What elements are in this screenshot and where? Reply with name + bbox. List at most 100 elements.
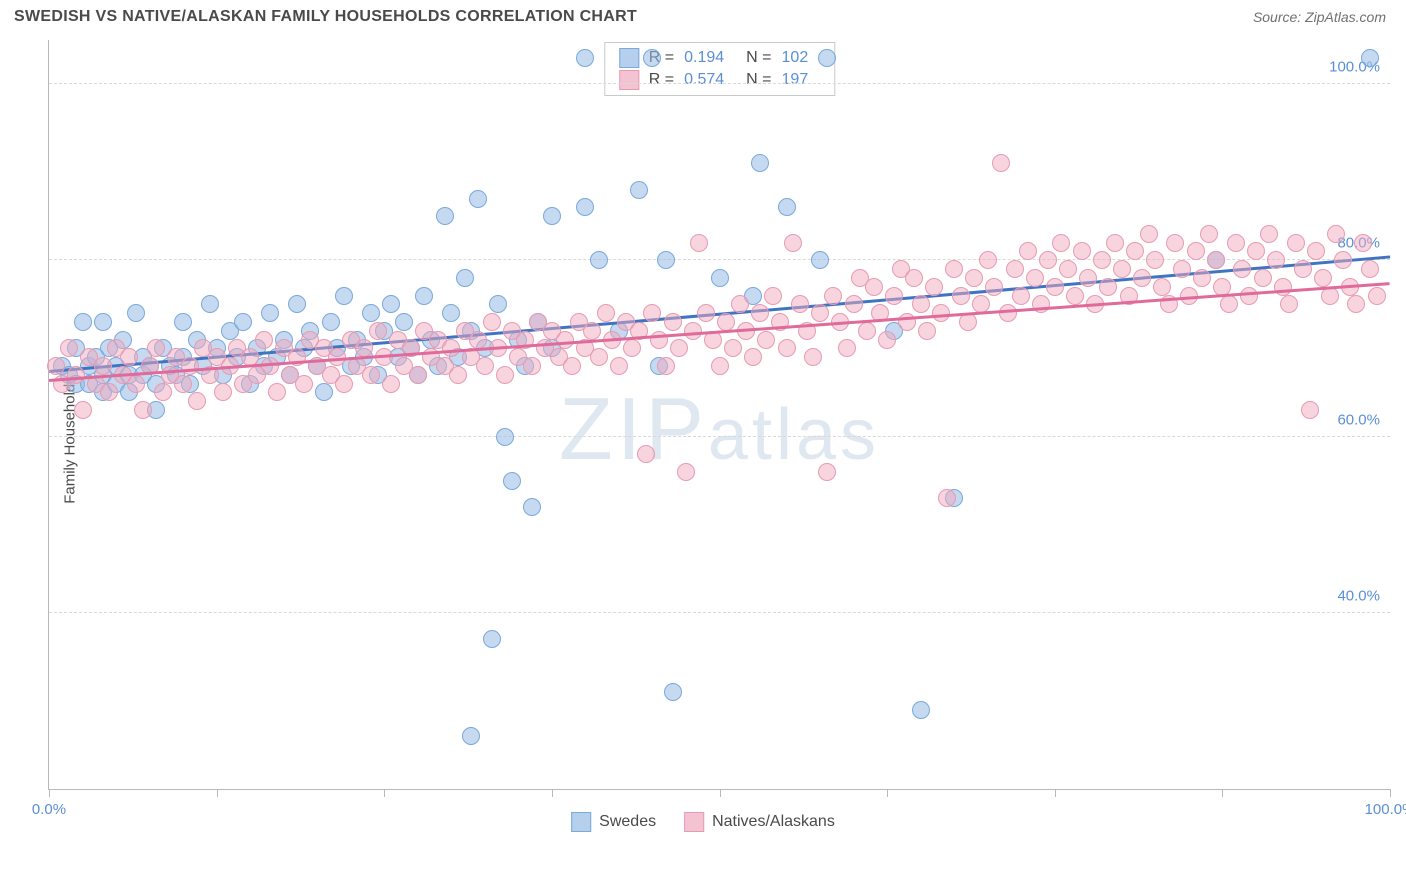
data-point — [576, 198, 594, 216]
data-point — [865, 278, 883, 296]
data-point — [1126, 242, 1144, 260]
x-tick-label: 0.0% — [32, 801, 66, 818]
data-point — [1280, 295, 1298, 313]
data-point — [824, 287, 842, 305]
y-tick-label: 60.0% — [1337, 411, 1380, 428]
x-tick — [1222, 789, 1223, 797]
data-point — [335, 375, 353, 393]
data-point — [496, 366, 514, 384]
data-point — [74, 401, 92, 419]
data-point — [442, 304, 460, 322]
data-point — [724, 339, 742, 357]
data-point — [630, 181, 648, 199]
data-point — [811, 304, 829, 322]
data-point — [1146, 251, 1164, 269]
data-point — [643, 49, 661, 67]
n-value-natives: 197 — [782, 71, 809, 89]
data-point — [657, 251, 675, 269]
x-tick — [887, 789, 888, 797]
swatch-blue-icon — [571, 812, 591, 832]
data-point — [711, 269, 729, 287]
data-point — [1247, 242, 1265, 260]
data-point — [778, 339, 796, 357]
data-point — [483, 630, 501, 648]
data-point — [744, 348, 762, 366]
data-point — [60, 339, 78, 357]
data-point — [757, 331, 775, 349]
data-point — [838, 339, 856, 357]
data-point — [382, 295, 400, 313]
data-point — [751, 304, 769, 322]
data-point — [1153, 278, 1171, 296]
data-point — [1166, 234, 1184, 252]
data-point — [1354, 234, 1372, 252]
data-point — [362, 304, 380, 322]
data-point — [764, 287, 782, 305]
plot-region: ZIPatlas R = 0.194 N = 102 R = 0.574 N =… — [48, 40, 1390, 790]
data-point — [436, 207, 454, 225]
data-point — [597, 304, 615, 322]
data-point — [94, 313, 112, 331]
data-point — [664, 313, 682, 331]
data-point — [523, 357, 541, 375]
data-point — [489, 295, 507, 313]
data-point — [650, 331, 668, 349]
data-point — [684, 322, 702, 340]
data-point — [1039, 251, 1057, 269]
data-point — [623, 339, 641, 357]
data-point — [1106, 234, 1124, 252]
series-legend: Swedes Natives/Alaskans — [571, 812, 835, 832]
data-point — [804, 348, 822, 366]
chart-source: Source: ZipAtlas.com — [1253, 9, 1386, 25]
legend-label-natives: Natives/Alaskans — [712, 813, 835, 831]
data-point — [1006, 260, 1024, 278]
data-point — [818, 463, 836, 481]
data-point — [255, 331, 273, 349]
data-point — [1032, 295, 1050, 313]
data-point — [1073, 242, 1091, 260]
x-tick — [217, 789, 218, 797]
data-point — [1240, 287, 1258, 305]
data-point — [918, 322, 936, 340]
data-point — [1294, 260, 1312, 278]
data-point — [1193, 269, 1211, 287]
data-point — [261, 357, 279, 375]
data-point — [1274, 278, 1292, 296]
data-point — [74, 313, 92, 331]
x-tick — [720, 789, 721, 797]
legend-item-natives: Natives/Alaskans — [684, 812, 835, 832]
data-point — [268, 383, 286, 401]
data-point — [1133, 269, 1151, 287]
r-value-swedes: 0.194 — [684, 49, 724, 67]
data-point — [697, 304, 715, 322]
data-point — [1052, 234, 1070, 252]
data-point — [1019, 242, 1037, 260]
data-point — [1368, 287, 1386, 305]
n-value-swedes: 102 — [782, 49, 809, 67]
x-tick — [1055, 789, 1056, 797]
data-point — [751, 154, 769, 172]
data-point — [234, 313, 252, 331]
stats-legend: R = 0.194 N = 102 R = 0.574 N = 197 — [604, 42, 835, 96]
data-point — [717, 313, 735, 331]
data-point — [503, 472, 521, 490]
data-point — [643, 304, 661, 322]
data-point — [845, 295, 863, 313]
data-point — [154, 383, 172, 401]
data-point — [1307, 242, 1325, 260]
gridline — [49, 436, 1390, 437]
data-point — [120, 348, 138, 366]
data-point — [1207, 251, 1225, 269]
data-point — [523, 498, 541, 516]
data-point — [637, 445, 655, 463]
data-point — [731, 295, 749, 313]
x-tick — [384, 789, 385, 797]
data-point — [590, 251, 608, 269]
data-point — [1267, 251, 1285, 269]
data-point — [382, 375, 400, 393]
data-point — [778, 198, 796, 216]
data-point — [315, 383, 333, 401]
x-tick — [1390, 789, 1391, 797]
data-point — [288, 295, 306, 313]
data-point — [456, 269, 474, 287]
